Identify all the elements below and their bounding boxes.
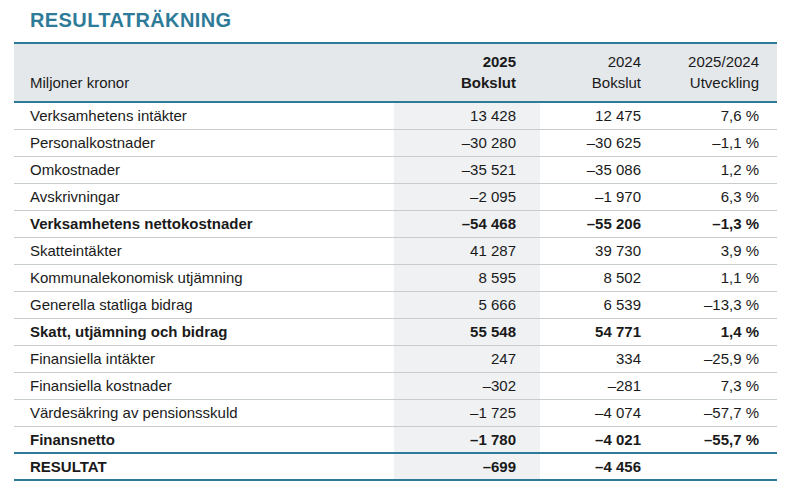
value-bokslut-2024: 54 771: [540, 318, 664, 345]
value-bokslut-2024: –281: [540, 372, 664, 399]
row-label: Skatteintäkter: [14, 237, 394, 264]
value-bokslut-2025: 55 548: [394, 318, 540, 345]
value-bokslut-2025: –2 095: [394, 183, 540, 210]
value-utveckling: 1,2 %: [664, 156, 777, 183]
row-label: Verksamhetens intäkter: [14, 102, 394, 129]
row-label: RESULTAT: [14, 453, 394, 480]
table-row: Avskrivningar–2 095–1 9706,3 %: [14, 183, 777, 210]
row-label: Finansnetto: [14, 426, 394, 453]
value-bokslut-2025: –35 521: [394, 156, 540, 183]
column-header-unit: Miljoner kronor: [14, 43, 394, 102]
row-label: Verksamhetens nettokostnader: [14, 210, 394, 237]
table-row: Omkostnader–35 521–35 0861,2 %: [14, 156, 777, 183]
table-row: Finansiella kostnader–302–2817,3 %: [14, 372, 777, 399]
value-bokslut-2024: –30 625: [540, 129, 664, 156]
column-header-year: 2025: [394, 51, 516, 72]
column-header-subtitle: Utveckling: [664, 72, 759, 93]
value-bokslut-2025: 5 666: [394, 291, 540, 318]
value-bokslut-2025: –1 725: [394, 399, 540, 426]
value-utveckling: 1,4 %: [664, 318, 777, 345]
column-header-subtitle: Bokslut: [540, 72, 641, 93]
value-bokslut-2025: 247: [394, 345, 540, 372]
value-bokslut-2024: –4 074: [540, 399, 664, 426]
value-bokslut-2025: 13 428: [394, 102, 540, 129]
value-bokslut-2025: –54 468: [394, 210, 540, 237]
row-label: Kommunalekonomisk utjämning: [14, 264, 394, 291]
value-utveckling: 6,3 %: [664, 183, 777, 210]
value-bokslut-2024: –1 970: [540, 183, 664, 210]
value-utveckling: –25,9 %: [664, 345, 777, 372]
value-bokslut-2025: 41 287: [394, 237, 540, 264]
column-header-bokslut-2025: 2025 Bokslut: [394, 43, 540, 102]
table-row: Värdesäkring av pensionsskuld–1 725–4 07…: [14, 399, 777, 426]
table-row: Skatteintäkter41 28739 7303,9 %: [14, 237, 777, 264]
value-utveckling: 7,3 %: [664, 372, 777, 399]
table-row: Finansnetto–1 780–4 021–55,7 %: [14, 426, 777, 453]
value-bokslut-2024: 6 539: [540, 291, 664, 318]
value-bokslut-2025: –1 780: [394, 426, 540, 453]
value-bokslut-2025: –699: [394, 453, 540, 480]
table-header: Miljoner kronor 2025 Bokslut 2024 Bokslu…: [14, 43, 777, 102]
column-header-bokslut-2024: 2024 Bokslut: [540, 43, 664, 102]
table-body: Verksamhetens intäkter13 42812 4757,6 %P…: [14, 102, 777, 480]
value-utveckling: 1,1 %: [664, 264, 777, 291]
value-bokslut-2024: –4 021: [540, 426, 664, 453]
value-bokslut-2024: –35 086: [540, 156, 664, 183]
row-label: Avskrivningar: [14, 183, 394, 210]
value-utveckling: –57,7 %: [664, 399, 777, 426]
value-bokslut-2024: 12 475: [540, 102, 664, 129]
row-label: Omkostnader: [14, 156, 394, 183]
value-bokslut-2025: –302: [394, 372, 540, 399]
row-label: Finansiella intäkter: [14, 345, 394, 372]
row-label: Skatt, utjämning och bidrag: [14, 318, 394, 345]
value-bokslut-2025: –30 280: [394, 129, 540, 156]
column-header-year: 2025/2024: [664, 51, 759, 72]
row-label: Personalkostnader: [14, 129, 394, 156]
row-label: Generella statliga bidrag: [14, 291, 394, 318]
table-row: Verksamhetens intäkter13 42812 4757,6 %: [14, 102, 777, 129]
value-utveckling: [664, 453, 777, 480]
value-utveckling: –1,3 %: [664, 210, 777, 237]
value-utveckling: –55,7 %: [664, 426, 777, 453]
value-bokslut-2024: –55 206: [540, 210, 664, 237]
table-row: Personalkostnader–30 280–30 625–1,1 %: [14, 129, 777, 156]
table-row: Kommunalekonomisk utjämning8 5958 5021,1…: [14, 264, 777, 291]
table-row: Finansiella intäkter247334–25,9 %: [14, 345, 777, 372]
value-utveckling: 7,6 %: [664, 102, 777, 129]
value-utveckling: 3,9 %: [664, 237, 777, 264]
value-utveckling: –13,3 %: [664, 291, 777, 318]
table-row: Generella statliga bidrag5 6666 539–13,3…: [14, 291, 777, 318]
column-header-utveckling: 2025/2024 Utveckling: [664, 43, 777, 102]
value-bokslut-2024: 39 730: [540, 237, 664, 264]
value-bokslut-2024: 334: [540, 345, 664, 372]
value-bokslut-2025: 8 595: [394, 264, 540, 291]
header-row: Miljoner kronor 2025 Bokslut 2024 Bokslu…: [14, 43, 777, 102]
table-row: RESULTAT–699–4 456: [14, 453, 777, 480]
page-title: RESULTATRÄKNING: [30, 8, 800, 32]
income-statement-table: Miljoner kronor 2025 Bokslut 2024 Bokslu…: [14, 42, 777, 481]
value-bokslut-2024: –4 456: [540, 453, 664, 480]
table-row: Skatt, utjämning och bidrag55 54854 7711…: [14, 318, 777, 345]
row-label: Finansiella kostnader: [14, 372, 394, 399]
value-utveckling: –1,1 %: [664, 129, 777, 156]
column-header-subtitle: Bokslut: [394, 72, 516, 93]
value-bokslut-2024: 8 502: [540, 264, 664, 291]
column-header-year: 2024: [540, 51, 641, 72]
row-label: Värdesäkring av pensionsskuld: [14, 399, 394, 426]
table-row: Verksamhetens nettokostnader–54 468–55 2…: [14, 210, 777, 237]
